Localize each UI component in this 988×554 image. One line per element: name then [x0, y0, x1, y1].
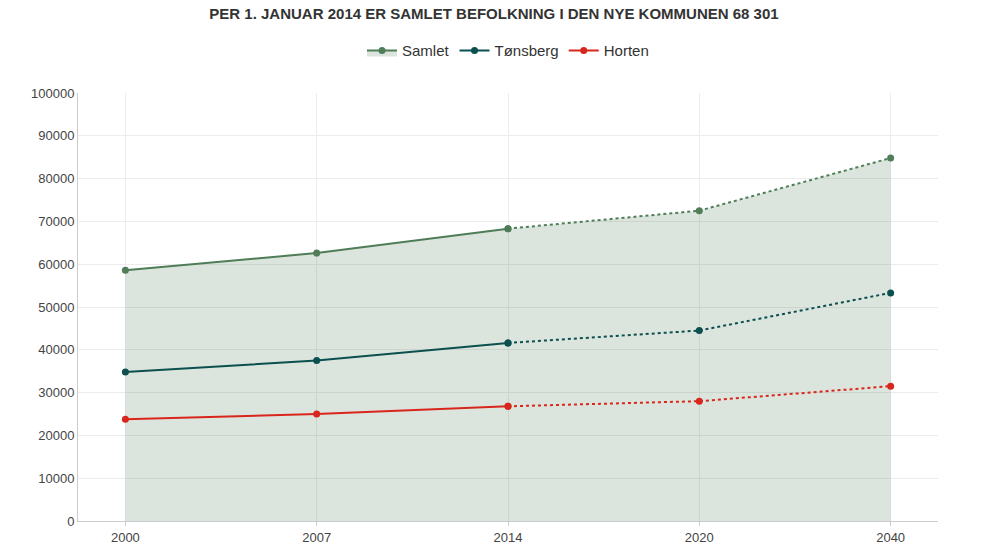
- svg-text:Samlet: Samlet: [402, 42, 450, 59]
- svg-text:PER 1. JANUAR 2014 ER SAMLET B: PER 1. JANUAR 2014 ER SAMLET BEFOLKNING …: [209, 5, 778, 22]
- svg-text:2020: 2020: [685, 530, 714, 545]
- svg-text:100000: 100000: [31, 86, 74, 101]
- svg-text:2040: 2040: [876, 530, 905, 545]
- svg-text:Horten: Horten: [604, 42, 649, 59]
- svg-text:2007: 2007: [302, 530, 331, 545]
- svg-text:10000: 10000: [38, 471, 74, 486]
- svg-text:0: 0: [67, 514, 74, 529]
- svg-text:2000: 2000: [111, 530, 140, 545]
- svg-text:30000: 30000: [38, 385, 74, 400]
- svg-text:60000: 60000: [38, 257, 74, 272]
- svg-text:2014: 2014: [494, 530, 523, 545]
- svg-text:80000: 80000: [38, 171, 74, 186]
- svg-text:40000: 40000: [38, 342, 74, 357]
- svg-text:20000: 20000: [38, 428, 74, 443]
- svg-text:90000: 90000: [38, 128, 74, 143]
- svg-text:70000: 70000: [38, 214, 74, 229]
- svg-text:50000: 50000: [38, 300, 74, 315]
- svg-text:Tønsberg: Tønsberg: [495, 42, 559, 59]
